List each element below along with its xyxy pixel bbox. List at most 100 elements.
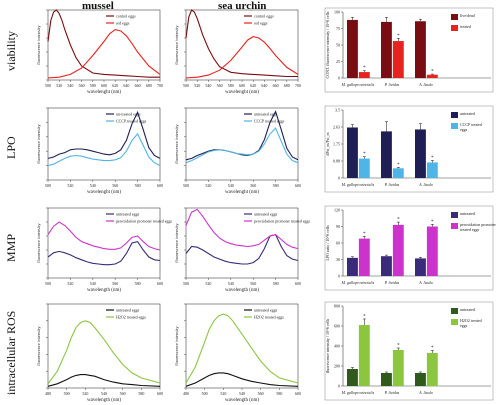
y-axis-label: fluorescence intensity (174, 326, 179, 366)
panel-3-1: 500 520 540 560 580 600 wavelength (nm) fluores… (36, 207, 173, 293)
y-tick-label: 0 (338, 274, 340, 279)
bar (347, 257, 358, 276)
y-axis-label: LPO ratio / 10^6 cells (325, 225, 330, 261)
y-axis-label: fluorescence intensity (36, 25, 41, 65)
x-tick-label: 500 (45, 281, 51, 286)
x-tick-label: 500 (45, 183, 51, 188)
y-tick-label: 600 (334, 324, 340, 329)
legend-swatch (451, 25, 458, 31)
bar (392, 168, 404, 178)
y-axis-label: dPsi_m/Psi_m (325, 132, 330, 156)
x-tick-label: 580 (276, 391, 282, 396)
x-axis-label: wavelenght (nm) (87, 190, 121, 195)
legend-swatch (451, 112, 458, 118)
y-tick-label: 200 (334, 364, 340, 369)
legend-label-cont: eggs (460, 127, 468, 132)
significance-mark: * (363, 66, 366, 71)
bar (415, 21, 426, 79)
bar-panel-frame (324, 205, 494, 291)
x-tick-label: 500 (183, 281, 189, 286)
x-tick-label: 540 (239, 391, 245, 396)
y-axis-label: fluorescence intensity (36, 223, 41, 263)
panel-3-2: 500 520 540 560 580 600 wavelength (nm) fluores… (174, 207, 311, 293)
x-tick-label: 600 (157, 391, 163, 396)
x-tick-label: 480 (45, 391, 51, 396)
legend-label: peroxidation promoter treated eggs (254, 219, 311, 224)
legend-label: un-treated eggs (116, 112, 141, 117)
significance-mark: * (431, 220, 434, 225)
legend-label-cont: treated eggs (460, 227, 480, 232)
x-tick-label: 600 (295, 183, 301, 188)
x-tick-label: 680 (146, 83, 152, 88)
column-header-mussel: mussel (82, 0, 114, 12)
y-tick-label: 75 (336, 26, 340, 31)
x-tick-label: 600 (101, 83, 107, 88)
panel-3-3: 0 30 60 90 120 LPO ratio / 10^6 cells * M. gall… (324, 205, 497, 291)
x-tick-label: 640 (123, 83, 129, 88)
series-line-1 (47, 374, 161, 387)
bar (381, 131, 392, 178)
x-tick-label: 580 (138, 391, 144, 396)
x-tick-label: 640 (261, 83, 267, 88)
panel-1-2: 500 520 540 560 580 600 620 640 660 680 700 wavelen… (174, 9, 301, 95)
legend-swatch (451, 319, 458, 325)
bar (426, 353, 438, 386)
x-tick-label: 560 (258, 391, 264, 396)
category-label: M. galloprovincialis (341, 82, 375, 87)
series-line-1 (185, 233, 299, 265)
significance-mark: * (431, 346, 434, 351)
plot-frame (47, 303, 161, 389)
bar (381, 256, 392, 276)
x-tick-label: 580 (228, 83, 234, 88)
x-axis-label: wavelenght (nm) (87, 90, 121, 95)
panel-2-2: 500 520 540 560 580 600 wavelenght (nm) fluores… (174, 107, 301, 195)
x-tick-label: 540 (90, 281, 96, 286)
legend-label: untreated (460, 211, 475, 216)
x-tick-label: 500 (45, 83, 51, 88)
legend-label: untreated eggs (254, 112, 278, 117)
x-tick-label: 540 (90, 183, 96, 188)
series-line-1 (47, 110, 161, 159)
y-axis-label: fluorescence intensity (174, 223, 179, 263)
legend-label-cont: eggs (460, 323, 468, 328)
y-tick-label: 90 (336, 224, 340, 229)
y-tick-label: 30 (336, 257, 340, 262)
x-tick-label: 540 (67, 83, 73, 88)
legend-label: untreated eggs (254, 308, 278, 313)
series-line-1 (47, 9, 160, 78)
bar (426, 74, 438, 78)
bar (415, 129, 426, 178)
series-line-2 (47, 221, 161, 251)
x-tick-label: 520 (56, 83, 62, 88)
x-tick-label: 700 (295, 83, 301, 88)
x-tick-label: 600 (157, 281, 163, 286)
y-tick-label: 0 (338, 176, 340, 181)
x-tick-label: 520 (82, 391, 88, 396)
y-tick-label: 0 (338, 76, 340, 81)
y-tick-label: 2.63 (333, 125, 340, 130)
significance-mark: * (363, 232, 366, 237)
category-label: P. lividus (384, 390, 400, 395)
x-tick-label: 660 (273, 83, 279, 88)
bar (358, 158, 370, 178)
category-label: A. lixula (418, 280, 433, 285)
x-tick-label: 580 (273, 281, 279, 286)
plot-frame (185, 303, 299, 389)
category-label: P. lividus (384, 82, 400, 87)
legend-label: untreated (460, 111, 475, 116)
panel-4-2: 480 500 520 540 560 580 600 wavelength (nm) fluo… (174, 303, 301, 403)
y-axis-label: fluorescence intensity (174, 124, 179, 164)
x-tick-label: 520 (194, 83, 200, 88)
legend-label: CCCP treated eggs (254, 119, 285, 124)
x-axis-label: wavelenght (nm) (225, 90, 259, 95)
legend-label: red eggs (116, 21, 130, 26)
x-tick-label: 540 (101, 391, 107, 396)
panel-2-3: 0 0.88 1.75 2.63 3.5 dPsi_m/Psi_m * M. gallopro… (324, 105, 494, 193)
series-line-1 (185, 110, 299, 161)
plot-frame (185, 9, 299, 81)
y-axis-label: fluorescence intensity (36, 326, 41, 366)
y-tick-label: 3.5 (335, 108, 340, 113)
y-tick-label: 120 (334, 208, 340, 213)
significance-mark: * (397, 344, 400, 349)
